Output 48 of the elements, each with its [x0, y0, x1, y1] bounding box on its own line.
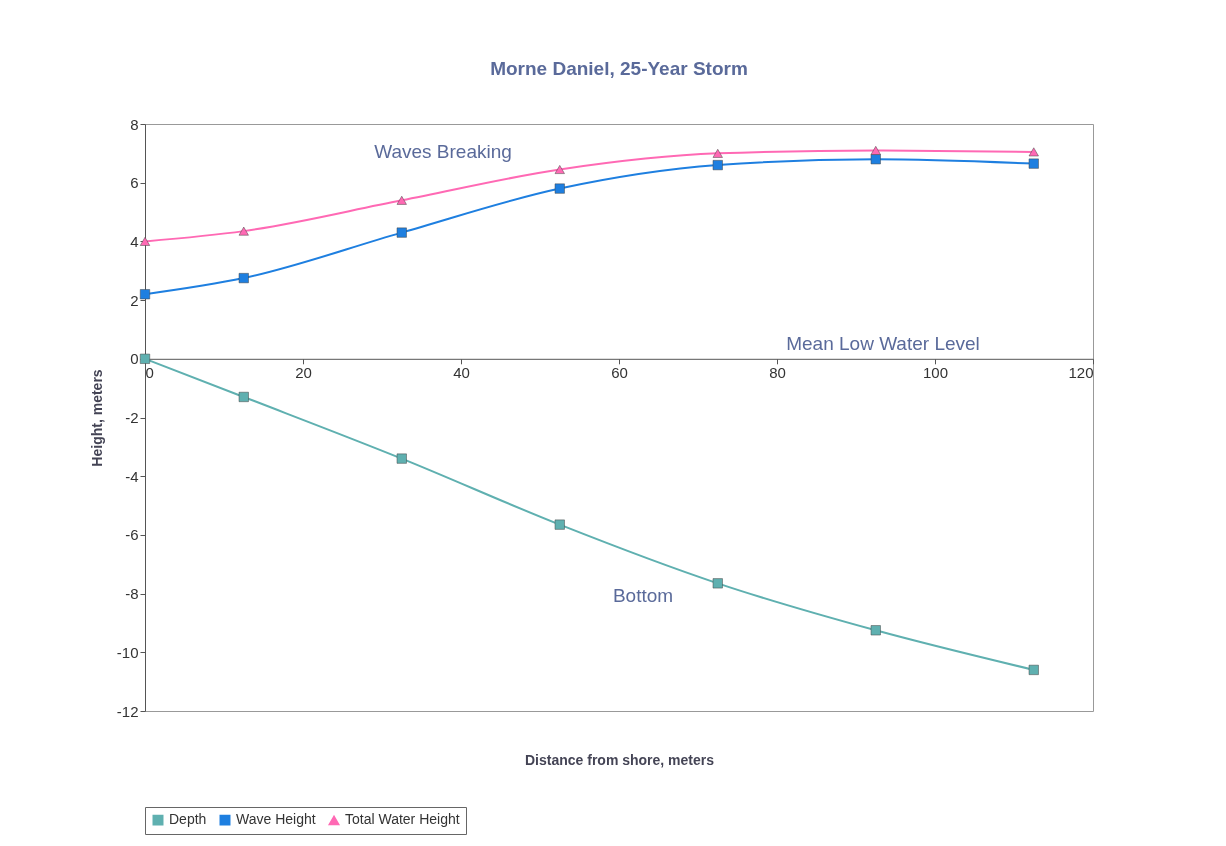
point — [554, 519, 565, 530]
point — [1028, 664, 1039, 675]
x-tick-label: 100 — [922, 364, 949, 382]
point — [140, 237, 150, 246]
point — [1028, 158, 1039, 169]
y-tick-label: 6 — [130, 174, 139, 192]
y-tick-label: 0 — [130, 350, 139, 368]
legend-label: Total Water Height — [345, 811, 460, 828]
x-tick-label: 20 — [295, 364, 312, 382]
point — [870, 154, 881, 165]
point — [238, 391, 249, 402]
point — [396, 453, 407, 464]
point — [554, 165, 565, 174]
x-tick-label: 0 — [145, 364, 154, 382]
legend-label: Wave Height — [236, 811, 316, 828]
x-tick-label: 60 — [611, 364, 628, 382]
y-tick-label: -6 — [125, 526, 139, 544]
point — [712, 148, 723, 158]
y-tick-label: 4 — [130, 232, 139, 250]
point — [140, 353, 150, 364]
x-tick-label: 120 — [1068, 364, 1094, 382]
point — [1028, 147, 1039, 157]
legend-label: Depth — [169, 811, 207, 828]
point — [238, 273, 249, 284]
y-tick-label: -4 — [125, 467, 139, 485]
y-tick-label: -10 — [116, 643, 139, 661]
y-axis-title: Height, meters — [88, 369, 105, 467]
y-tick-label: 2 — [130, 291, 139, 309]
point — [554, 183, 565, 194]
x-tick-label: 80 — [769, 364, 786, 382]
x-tick-label: 40 — [453, 364, 470, 382]
annotation: Mean Low Water Level — [786, 333, 980, 354]
annotation: Bottom — [612, 585, 674, 606]
chart-title: Morne Daniel, 25-Year Storm — [490, 58, 748, 79]
y-tick-label: -2 — [125, 409, 139, 426]
point — [870, 625, 881, 636]
point — [712, 578, 723, 589]
point — [712, 160, 723, 171]
annotation: Waves Breaking — [374, 141, 512, 162]
point — [396, 227, 407, 238]
x-axis-title: Distance from shore, meters — [524, 751, 715, 768]
y-tick-label: -8 — [125, 585, 139, 603]
y-tick-label: -12 — [116, 702, 139, 720]
point — [238, 226, 249, 236]
point — [396, 195, 407, 205]
point — [870, 146, 881, 155]
point — [140, 289, 150, 300]
y-tick-label: 8 — [130, 115, 139, 133]
